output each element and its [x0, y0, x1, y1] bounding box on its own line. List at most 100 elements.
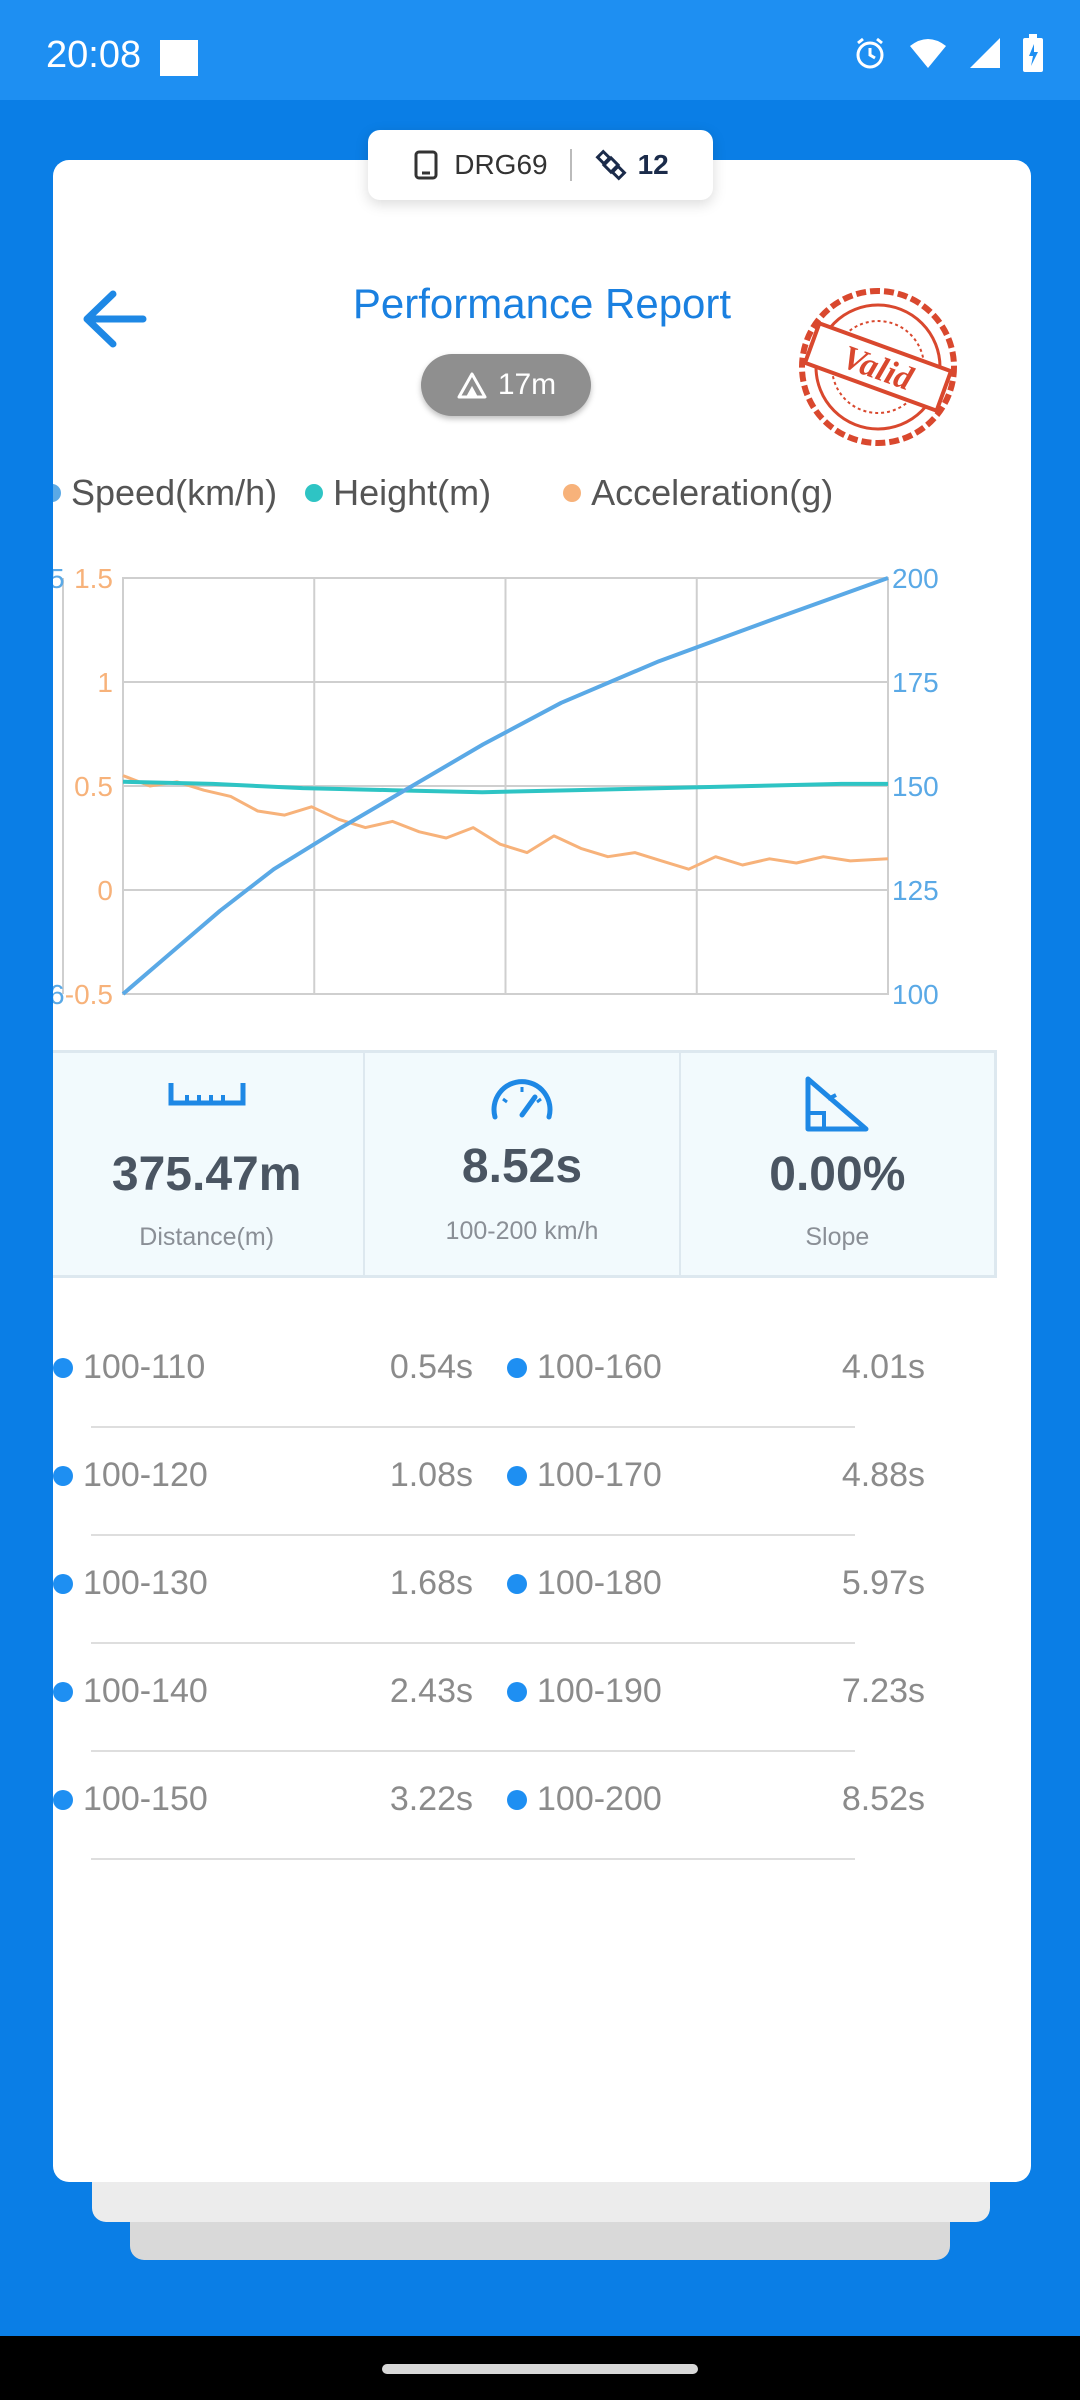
- notification-icon: [160, 40, 198, 76]
- arrow-left-icon: [83, 290, 147, 348]
- mountain-icon: [457, 372, 487, 399]
- wifi-icon: [910, 39, 946, 68]
- divider: [91, 1858, 855, 1860]
- status-bar: 20:08: [0, 0, 1080, 100]
- split-dot: [507, 1789, 527, 1810]
- slope-icon: [805, 1076, 869, 1132]
- legend-label: Acceleration(g): [591, 472, 834, 513]
- y-right-tick-label: 175: [892, 667, 939, 698]
- series-line-speed-km-h: [121, 576, 889, 996]
- height-badge-value: 17m: [497, 368, 557, 401]
- stat-slope: 0.00% Slope: [681, 1053, 994, 1275]
- home-handle[interactable]: [382, 2364, 698, 2374]
- split-times-list: 100-110 0.54s 100-160 4.01s 100-120 1.08…: [53, 1320, 1031, 1860]
- split-dot: [507, 1681, 527, 1702]
- divider: [91, 1534, 855, 1536]
- y-cut-tick-label: 5: [53, 563, 65, 594]
- split-time: 4.01s: [841, 1348, 925, 1386]
- device-icon: [414, 150, 438, 180]
- split-dot: [507, 1465, 527, 1486]
- battery-icon: [1023, 34, 1043, 72]
- y-left-tick-label: 1: [97, 667, 113, 698]
- y-right-tick-label: 150: [892, 771, 939, 802]
- divider: [91, 1426, 855, 1428]
- series-line-acceleration-g: [122, 774, 889, 871]
- split-range: 100-130: [83, 1564, 208, 1602]
- stat-label: 100-200 km/h: [445, 1217, 599, 1245]
- alarm-icon: [856, 37, 884, 69]
- stat-label: Slope: [805, 1223, 870, 1251]
- split-dot: [53, 1357, 73, 1378]
- split-dot: [507, 1357, 527, 1378]
- split-time: 3.22s: [389, 1780, 473, 1818]
- stat-value: 375.47m: [111, 1148, 302, 1201]
- split-range: 100-150: [83, 1780, 208, 1818]
- split-range: 100-190: [537, 1672, 662, 1710]
- chart-series: [121, 576, 889, 996]
- stat-label: Distance(m): [139, 1223, 275, 1251]
- split-range: 100-200: [537, 1780, 662, 1818]
- page-title: Performance Report: [352, 280, 732, 327]
- satellite-icon: [595, 149, 627, 181]
- split-range: 100-110: [83, 1348, 206, 1386]
- list-item: 100-140 2.43s 100-190 7.23s: [53, 1644, 1031, 1752]
- split-range: 100-180: [537, 1564, 662, 1602]
- list-item: 100-130 1.68s 100-180 5.97s: [53, 1536, 1031, 1644]
- split-time: 5.97s: [841, 1564, 925, 1602]
- divider: [91, 1642, 855, 1644]
- split-range: 100-160: [537, 1348, 662, 1386]
- y-cut-tick-label: 6: [53, 979, 65, 1010]
- split-dot: [53, 1681, 73, 1702]
- report-card: Performance Report 17m Valid Speed(km/h): [53, 160, 1031, 2182]
- split-dot: [507, 1573, 527, 1594]
- y-right-tick-label: 125: [892, 875, 939, 906]
- split-dot: [53, 1573, 73, 1594]
- stat-distance: 375.47m Distance(m): [53, 1053, 366, 1275]
- back-button[interactable]: [73, 284, 153, 354]
- stat-value: 0.00%: [769, 1148, 906, 1201]
- y-right-tick-label: 100: [892, 979, 939, 1010]
- split-time: 1.08s: [389, 1456, 473, 1494]
- valid-stamp: Valid: [793, 282, 963, 452]
- split-time: 2.43s: [389, 1672, 473, 1710]
- split-time: 1.68s: [389, 1564, 473, 1602]
- y-left-tick-label: -0.5: [65, 979, 113, 1010]
- chart-legend: Speed(km/h) Height(m) Acceleration(g): [53, 472, 861, 514]
- list-item: 100-120 1.08s 100-170 4.88s: [53, 1428, 1031, 1536]
- y-left-tick-label: 0.5: [74, 771, 113, 802]
- y-left-tick-label: 0: [97, 875, 113, 906]
- list-item: 100-110 0.54s 100-160 4.01s: [53, 1320, 1031, 1428]
- split-dot: [53, 1789, 73, 1810]
- stat-value: 8.52s: [461, 1140, 583, 1193]
- split-time: 7.23s: [841, 1672, 925, 1710]
- legend-item-speed: Speed(km/h): [53, 472, 277, 514]
- split-time: 4.88s: [841, 1456, 925, 1494]
- ruler-icon: [168, 1083, 246, 1106]
- legend-dot: [305, 484, 324, 502]
- speedometer-icon: [491, 1079, 553, 1120]
- split-time: 8.52s: [841, 1780, 925, 1818]
- satellite-count: 12: [637, 149, 669, 180]
- height-badge: 17m: [421, 354, 591, 416]
- split-time: 0.54s: [389, 1348, 473, 1386]
- navigation-bar: [0, 2336, 1080, 2400]
- legend-dot: [53, 484, 61, 502]
- divider: [569, 149, 572, 181]
- performance-chart: 1.5 1 0.5 0 -0.5 200 175 150 125 100 5 6: [53, 563, 939, 1010]
- status-time: 20:08: [46, 34, 142, 76]
- divider: [91, 1750, 855, 1752]
- list-item: 100-150 3.22s 100-200 8.52s: [53, 1752, 1031, 1860]
- device-pill[interactable]: DRG69 12: [368, 130, 713, 200]
- device-name: DRG69: [454, 149, 548, 180]
- legend-item-height: Height(m): [305, 472, 491, 514]
- status-icons: [852, 34, 1044, 72]
- legend-label: Speed(km/h): [71, 472, 278, 513]
- legend-label: Height(m): [333, 472, 492, 513]
- stat-time: 8.52s 100-200 km/h: [365, 1053, 681, 1275]
- split-range: 100-120: [83, 1456, 208, 1494]
- chart-axes: 1.5 1 0.5 0 -0.5 200 175 150 125 100 5 6: [53, 563, 939, 1010]
- stats-panel: 375.47m Distance(m) 8.52s 100-200 km/h 0…: [53, 1050, 997, 1278]
- legend-item-acceleration: Acceleration(g): [563, 472, 833, 514]
- series-line-height-m: [122, 779, 888, 795]
- split-range: 100-170: [537, 1456, 662, 1494]
